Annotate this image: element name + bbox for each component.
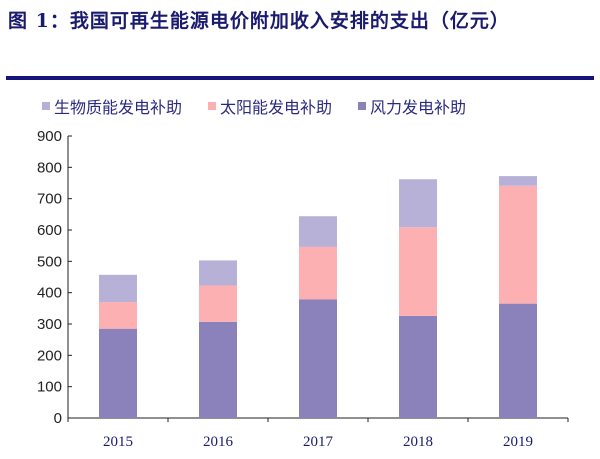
y-tick-label: 900 [37,128,62,145]
legend-swatch [208,102,217,110]
x-tick-label: 2018 [403,434,433,450]
y-tick-label: 800 [37,159,62,176]
bar-segment-2015-1 [99,302,137,329]
bar-segment-2015-2 [99,274,137,303]
bar-segment-2019-0 [499,303,537,418]
bar-segment-2018-1 [399,227,437,316]
legend: 生物质能发电补助 太阳能发电补助 风力发电补助 [42,94,466,118]
bar-segment-2015-0 [99,328,137,418]
y-tick-label: 700 [37,191,62,208]
legend-label: 风力发电补助 [370,98,467,117]
y-tick-label: 300 [37,316,62,333]
legend-item-wind: 风力发电补助 [358,94,466,118]
y-tick-label: 400 [37,285,62,302]
chart-title: 图 1：我国可再生能源电价附加收入安排的支出（亿元） [8,10,510,32]
legend-label: 太阳能发电补助 [220,98,333,117]
y-tick-label: 500 [37,253,62,270]
legend-item-solar: 太阳能发电补助 [208,94,332,118]
legend-item-biomass: 生物质能发电补助 [42,94,182,118]
y-tick-label: 100 [37,379,62,396]
bar-segment-2016-1 [199,285,237,322]
bar-segment-2019-2 [499,176,537,186]
bar-segment-2017-0 [299,299,337,418]
bar-segment-2016-0 [199,321,237,418]
legend-label: 生物质能发电补助 [54,98,183,117]
legend-swatch [358,102,367,110]
bar-segment-2019-1 [499,185,537,304]
legend-swatch [42,102,50,110]
x-tick-label: 2019 [503,434,533,450]
bar-segment-2016-2 [199,260,237,286]
bar-segment-2017-1 [299,246,337,300]
bar-segment-2018-2 [399,179,437,228]
x-tick-label: 2016 [203,434,234,450]
x-tick-label: 2015 [103,434,133,450]
y-tick-label: 600 [37,222,62,239]
y-tick-label: 200 [37,347,62,364]
title-divider [6,76,594,80]
bar-segment-2018-0 [399,315,437,418]
bar-segment-2017-2 [299,216,337,247]
y-tick-label: 0 [54,410,62,427]
x-tick-label: 2017 [303,434,334,450]
